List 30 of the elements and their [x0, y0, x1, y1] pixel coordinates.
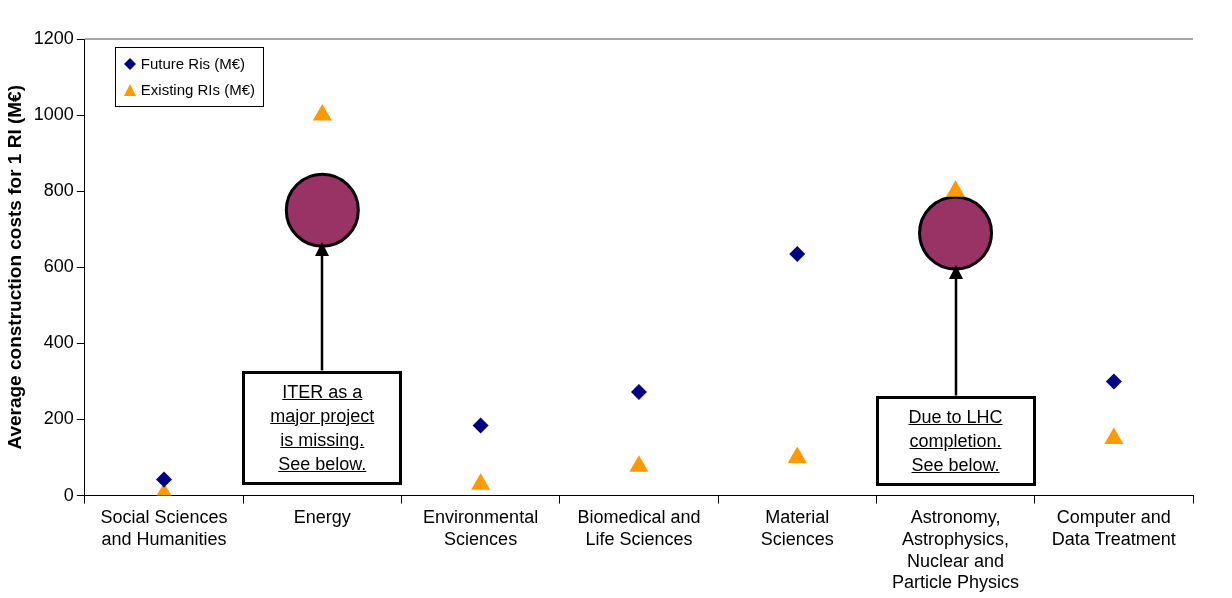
x-tick-label: Energy: [293, 507, 351, 528]
y-tick-label: 600: [43, 256, 74, 277]
point: [629, 455, 649, 472]
point: [284, 172, 360, 248]
point: [1104, 427, 1124, 445]
y-tick-label: 200: [43, 408, 74, 429]
y-tick-label: 800: [43, 180, 74, 201]
y-tick-label: 400: [43, 332, 74, 353]
y-tick-label: 0: [63, 484, 74, 505]
callout-box: Due to LHC completion. See below.: [875, 395, 1036, 486]
x-tick-label: Biomedical and Life Sciences: [577, 507, 701, 549]
x-tick-label: Social Sciences and Humanities: [100, 507, 228, 549]
point: [787, 446, 807, 464]
legend-label: Existing RIs (M€): [140, 80, 256, 100]
callout-box: ITER as a major project is missing. See below.: [242, 370, 403, 485]
point: [1105, 373, 1122, 390]
x-tick-label: Material Sciences: [760, 507, 834, 549]
point: [472, 417, 489, 434]
point: [918, 195, 994, 271]
point: [630, 384, 647, 401]
y-tick-label: 1200: [33, 27, 74, 48]
point: [156, 471, 172, 488]
point: [471, 473, 491, 490]
x-tick-label: Computer and Data Treatment: [1051, 507, 1176, 549]
y-axis-title: Average construction costs for 1 RI (M€): [3, 85, 25, 450]
point: [789, 245, 806, 262]
x-tick-label: Environmental Sciences: [423, 507, 539, 549]
x-tick-label: Astronomy, Astrophysics, Nuclear and Particle Physics: [892, 507, 1020, 593]
legend-label: Future Ris (M€): [140, 54, 246, 74]
y-tick-label: 1000: [33, 104, 74, 125]
